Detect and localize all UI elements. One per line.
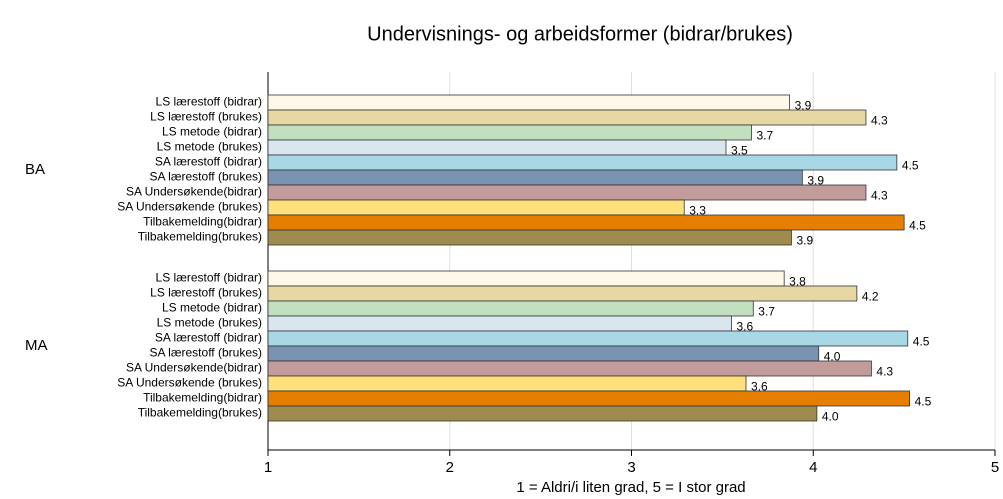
bar	[267, 330, 909, 347]
bar-label: SA Undersøkende(bidrar)	[126, 185, 262, 199]
bar	[267, 169, 803, 186]
value-label: 3.5	[731, 144, 748, 158]
bar	[267, 94, 791, 111]
bar-label: SA lærestoff (brukes)	[150, 170, 263, 184]
value-label: 4.5	[915, 395, 932, 409]
bar	[267, 405, 818, 422]
bar	[267, 214, 905, 231]
bar	[267, 345, 820, 362]
bar-label: LS lærestoff (bidrar)	[156, 95, 262, 109]
value-label: 3.9	[796, 234, 813, 248]
value-label: 3.7	[756, 129, 773, 143]
x-tick-label: 1	[264, 459, 272, 476]
bar-label: SA Undersøkende (brukes)	[117, 376, 262, 390]
bar-label: SA lærestoff (bidrar)	[155, 155, 262, 169]
bar-label: Tilbakemelding(brukes)	[138, 406, 262, 420]
bar-label: SA Undersøkende(bidrar)	[126, 361, 262, 375]
bar-label: LS lærestoff (brukes)	[150, 110, 262, 124]
x-tick-label: 5	[991, 459, 999, 476]
bar-label: SA Undersøkende (brukes)	[117, 200, 262, 214]
x-axis-label: 1 = Aldri/i liten grad, 5 = I stor grad	[516, 479, 745, 496]
x-tick-label: 2	[446, 459, 454, 476]
bar-label: LS metode (bidrar)	[162, 125, 262, 139]
chart-title: Undervisnings- og arbeidsformer (bidrar/…	[367, 23, 793, 45]
bar	[267, 300, 754, 317]
value-label: 4.5	[902, 159, 919, 173]
bar-label: SA lærestoff (brukes)	[150, 346, 263, 360]
value-label: 3.8	[789, 275, 806, 289]
value-label: 4.2	[862, 290, 879, 304]
bar	[267, 229, 792, 246]
x-tick-label: 3	[627, 459, 635, 476]
bar-label: Tilbakemelding(bidrar)	[143, 215, 262, 229]
value-label: 3.9	[807, 174, 824, 188]
bar	[267, 360, 872, 377]
bar	[267, 390, 910, 407]
value-label: 3.6	[736, 320, 753, 334]
value-label: 3.3	[689, 204, 706, 218]
value-label: 3.6	[751, 380, 768, 394]
value-label: 4.3	[876, 365, 893, 379]
bar-label: Tilbakemelding(bidrar)	[143, 391, 262, 405]
bar-label: SA lærestoff (bidrar)	[155, 331, 262, 345]
bar	[267, 199, 685, 216]
bar-label: LS metode (brukes)	[157, 140, 262, 154]
bar	[267, 285, 858, 302]
x-tick-label: 4	[809, 459, 817, 476]
bar	[267, 139, 727, 156]
bar	[267, 109, 867, 126]
bar-label: LS metode (brukes)	[157, 316, 262, 330]
value-label: 3.9	[795, 99, 812, 113]
bar	[267, 315, 732, 332]
value-label: 4.0	[824, 350, 841, 364]
value-label: 3.7	[758, 305, 775, 319]
bar	[267, 375, 747, 392]
bar	[267, 270, 785, 287]
value-label: 4.3	[871, 114, 888, 128]
value-label: 4.5	[909, 219, 926, 233]
value-label: 4.5	[913, 335, 930, 349]
value-label: 4.3	[871, 189, 888, 203]
group-label: MA	[25, 337, 48, 354]
value-label: 4.0	[822, 410, 839, 424]
bar	[267, 124, 752, 141]
bar	[267, 154, 898, 171]
bar-label: LS lærestoff (bidrar)	[156, 271, 262, 285]
bar-label: LS metode (bidrar)	[162, 301, 262, 315]
bar	[267, 184, 867, 201]
bar-label: Tilbakemelding(brukes)	[138, 230, 262, 244]
bar-label: LS lærestoff (brukes)	[150, 286, 262, 300]
group-label: BA	[25, 161, 45, 178]
